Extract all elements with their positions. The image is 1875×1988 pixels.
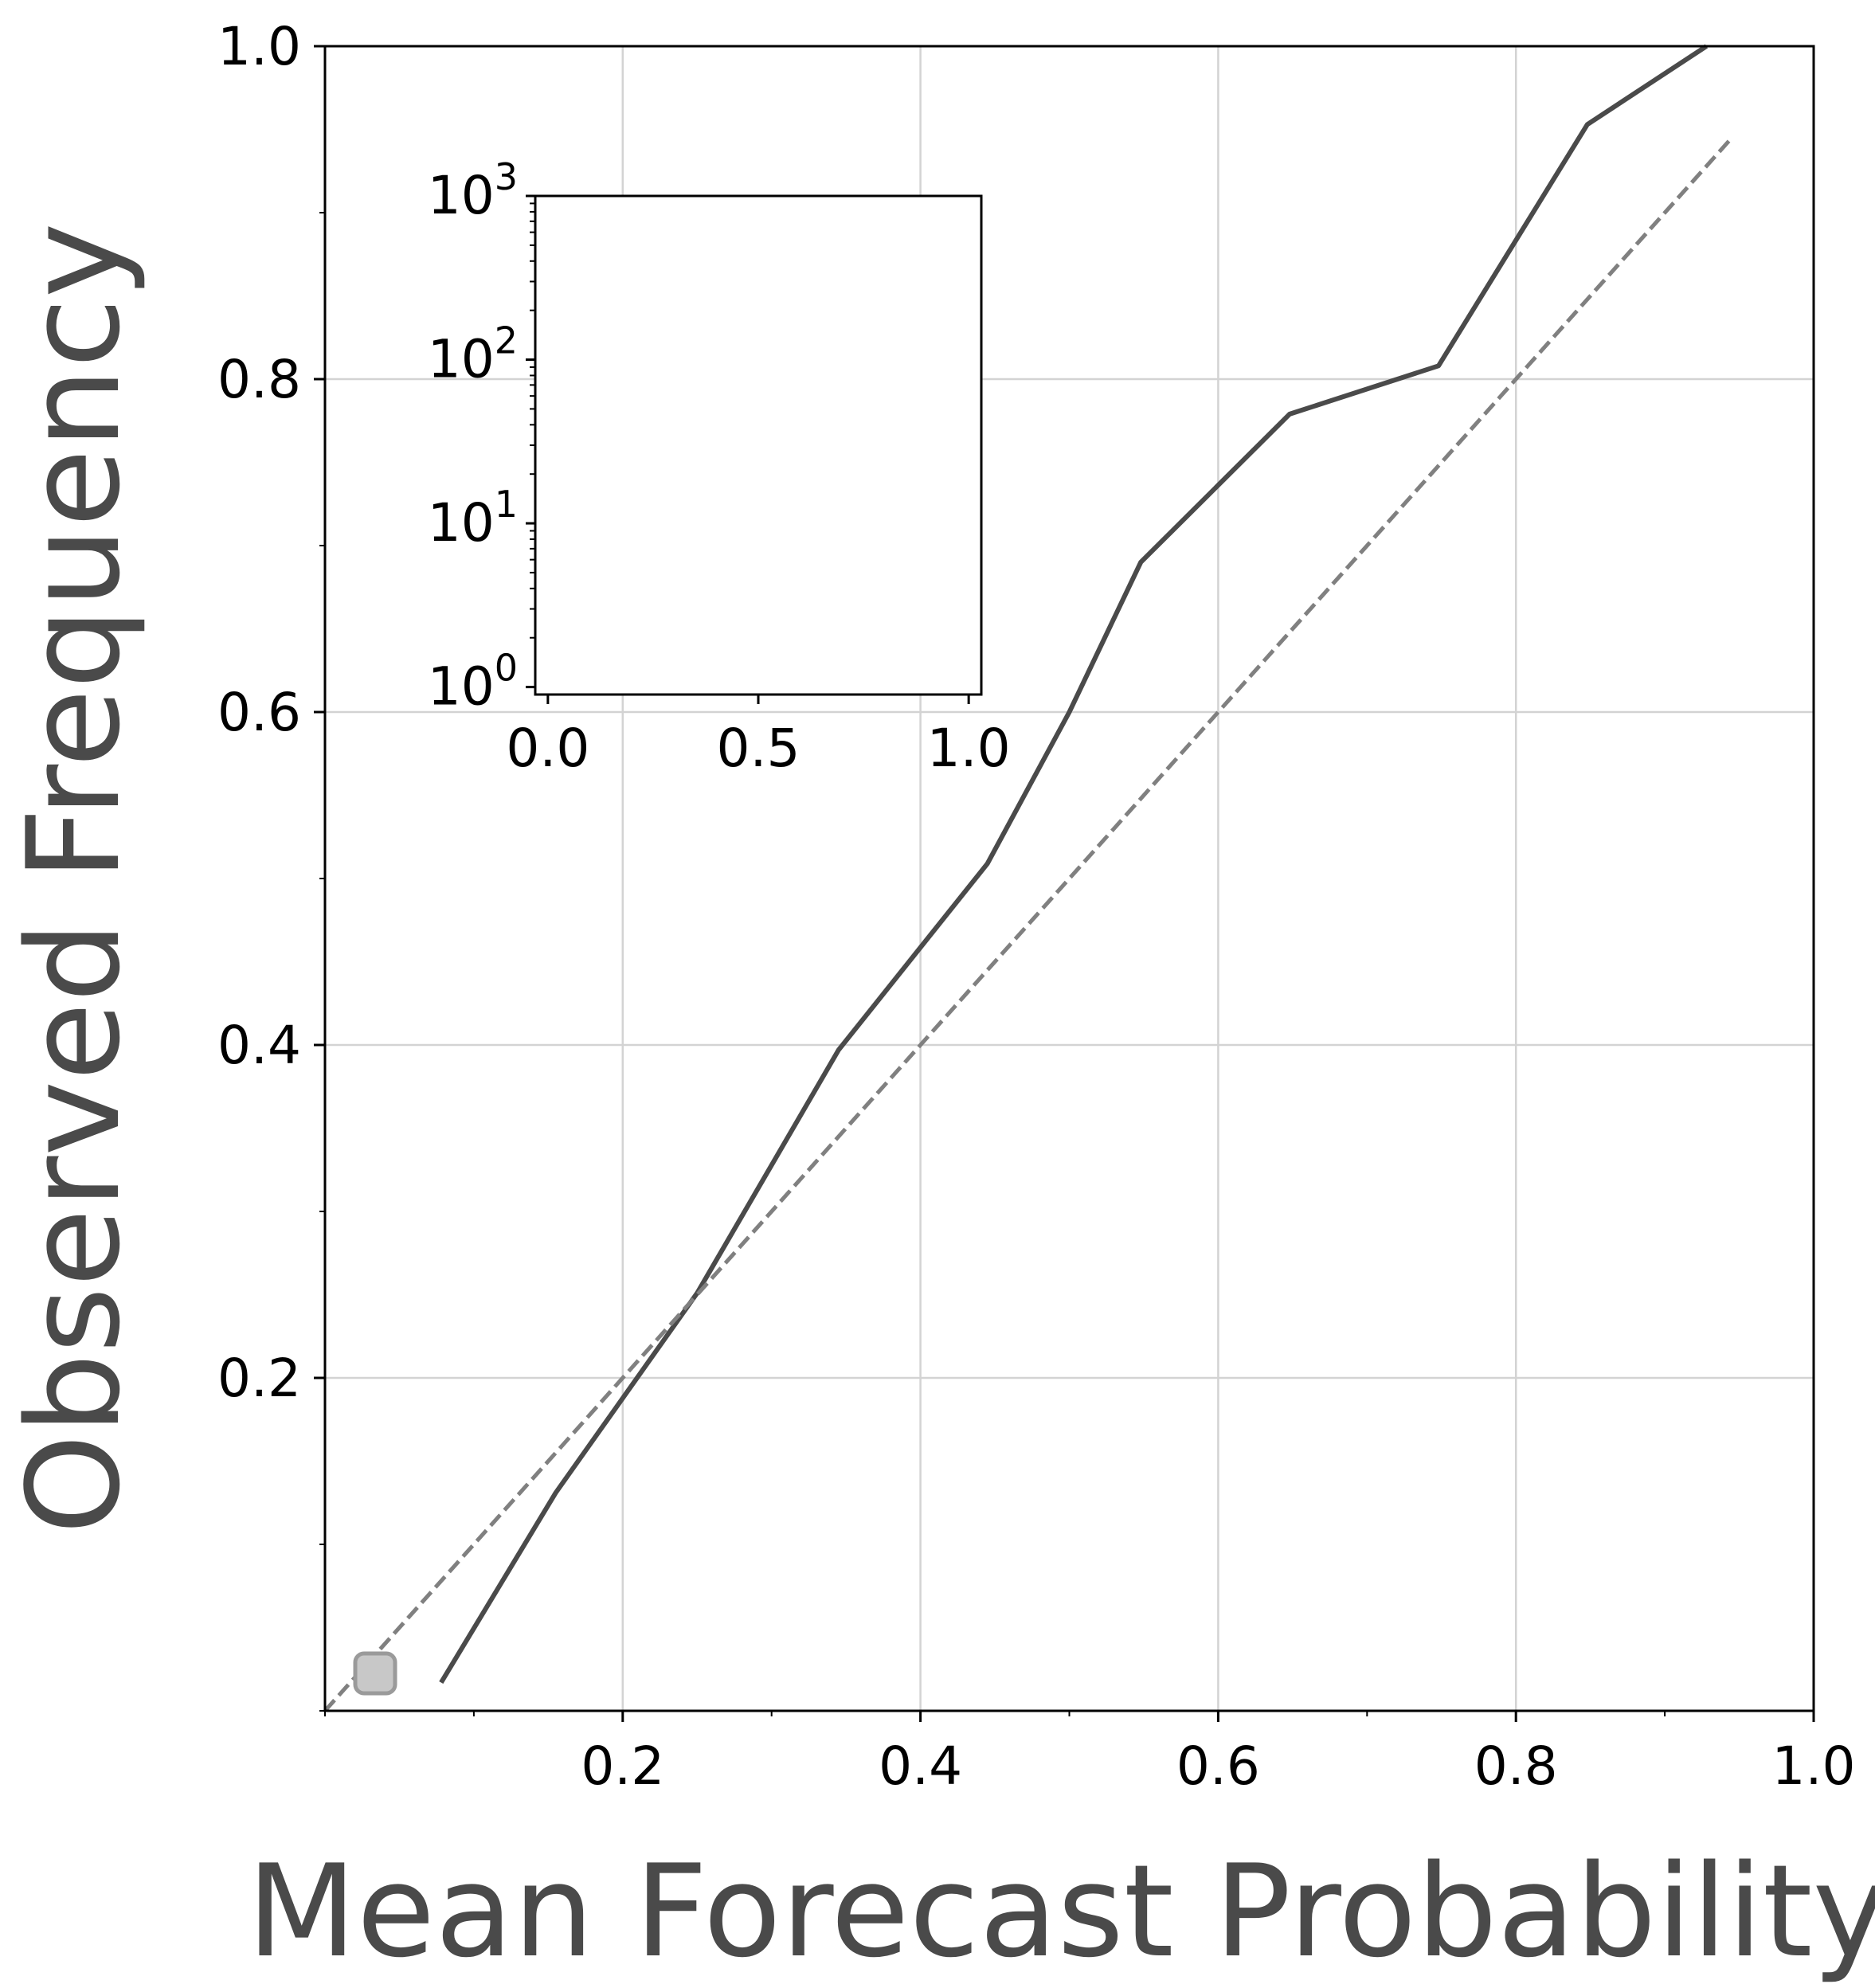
inset-x-tick-label-2: 1.0 [927, 718, 1011, 779]
reliability-curve [439, 44, 1709, 1685]
inset-y-tick-exponent: 0 [495, 647, 518, 690]
inset-y-tick-base: 10 [428, 329, 495, 390]
main-ticks: 0.2 0.4 0.6 0.8 1.0 0.2 0.4 0.6 0.8 1.0 [217, 16, 1855, 1797]
inset-y-tick-exponent: 2 [495, 319, 518, 362]
inset-y-tick-base: 10 [428, 492, 495, 554]
inset-y-tick-exponent: 1 [495, 483, 518, 526]
legend [353, 1651, 397, 1696]
inset-x-tick-label-1: 0.5 [717, 718, 800, 779]
legend-marker [353, 1651, 397, 1696]
y-tick-label-2: 0.6 [217, 682, 301, 743]
y-axis-title: Observed Frequency [0, 222, 148, 1534]
main-plot-frame [323, 45, 1815, 1712]
y-tick-label-3: 0.8 [217, 349, 301, 410]
x-tick-label-4: 1.0 [1772, 1736, 1856, 1797]
inset-y-tick-base: 10 [428, 656, 495, 718]
y-tick-label-1: 0.4 [217, 1015, 301, 1076]
inset-y-tick-base: 10 [428, 165, 495, 226]
y-tick-label-0: 0.2 [217, 1348, 301, 1409]
main-series [323, 44, 1734, 1712]
inset-y-tick-label-3: 103 [428, 155, 518, 226]
inset-y-tick-exponent: 3 [495, 155, 518, 198]
x-tick-label-1: 0.4 [879, 1736, 962, 1797]
y-tick-label-4: 1.0 [217, 16, 301, 77]
x-tick-label-0: 0.2 [581, 1736, 664, 1797]
inset-y-tick-label-1: 101 [428, 483, 518, 554]
inset-x-tick-label-0: 0.0 [506, 718, 589, 779]
x-axis-title: Mean Forecast Probability [247, 1837, 1875, 1986]
inset-y-tick-label-2: 102 [428, 319, 518, 390]
x-tick-label-2: 0.6 [1176, 1736, 1260, 1797]
inset-background [535, 196, 981, 695]
x-tick-label-3: 0.8 [1474, 1736, 1558, 1797]
inset-y-tick-label-0: 100 [428, 647, 518, 718]
